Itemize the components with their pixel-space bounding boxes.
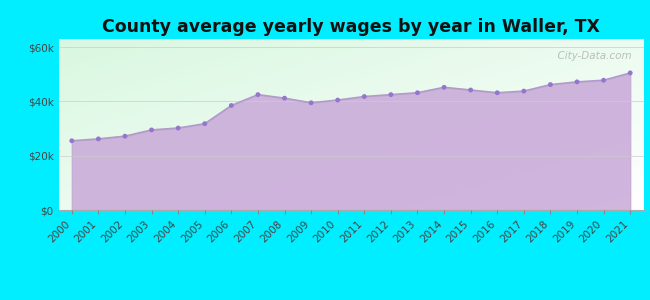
Point (492, 90, 502, 95)
Point (545, 82, 556, 87)
Point (412, 90, 423, 95)
Point (599, 78, 609, 83)
Point (385, 92, 396, 97)
Point (200, 121, 210, 126)
Point (93, 136, 103, 141)
Point (66, 138, 77, 143)
Point (465, 88, 476, 92)
Point (173, 126, 183, 130)
Point (519, 89, 529, 94)
Point (572, 80, 582, 84)
Point (359, 94, 369, 99)
Point (439, 85, 449, 90)
Point (306, 100, 317, 105)
Point (146, 128, 157, 132)
Point (120, 134, 130, 139)
Text: City-Data.com: City-Data.com (551, 51, 632, 61)
Title: County average yearly wages by year in Waller, TX: County average yearly wages by year in W… (102, 18, 600, 36)
Point (280, 96, 290, 100)
Point (253, 92, 263, 97)
Point (625, 70, 636, 75)
Point (226, 103, 237, 108)
Point (333, 98, 343, 103)
